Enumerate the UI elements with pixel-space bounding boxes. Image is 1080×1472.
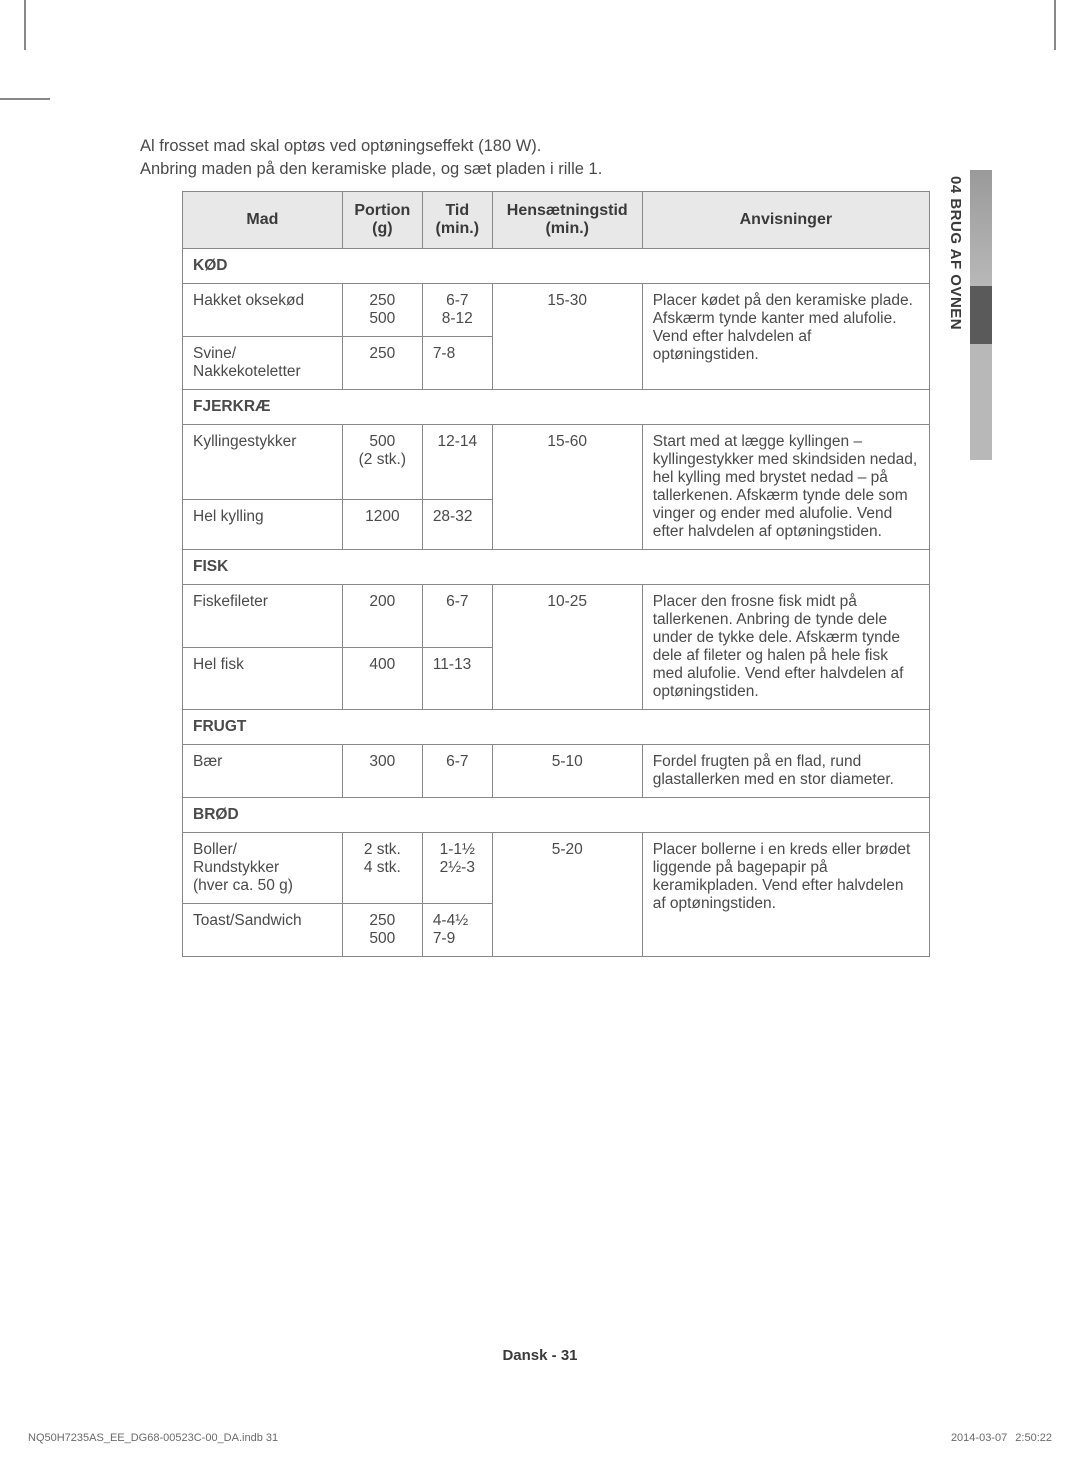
footer-file-path: NQ50H7235AS_EE_DG68-00523C-00_DA.indb 31 — [28, 1432, 278, 1444]
table-row: Boller/Rundstykker(hver ca. 50 g) 2 stk.… — [183, 833, 930, 904]
cell-portion: 250500 — [342, 284, 422, 337]
cell-mad: Bær — [183, 745, 343, 798]
header-hens: Hensætningstid(min.) — [492, 192, 642, 249]
cell-mad: Hakket oksekød — [183, 284, 343, 337]
cell-portion: 200 — [342, 585, 422, 648]
section-fjerkrae: FJERKRÆ — [183, 390, 930, 425]
footer-page-number: Dansk - 31 — [0, 1347, 1080, 1364]
intro-line2: Anbring maden på den keramiske plade, og… — [140, 160, 602, 178]
section-frugt: FRUGT — [183, 710, 930, 745]
footer-date: 2014-03-07 — [951, 1432, 1007, 1444]
header-anv: Anvisninger — [642, 192, 929, 249]
table-row: Hakket oksekød 250500 6-78-12 15-30 Plac… — [183, 284, 930, 337]
cell-portion: 250500 — [342, 904, 422, 957]
header-portion: Portion(g) — [342, 192, 422, 249]
cell-tid: 6-7 — [422, 585, 492, 648]
crop-mark — [0, 98, 50, 100]
cell-mad: Toast/Sandwich — [183, 904, 343, 957]
defrost-table: Mad Portion(g) Tid(min.) Hensætningstid(… — [182, 191, 930, 957]
cell-portion: 400 — [342, 647, 422, 710]
cell-anv: Placer kødet på den keramiske plade. Afs… — [642, 284, 929, 390]
cell-mad: Hel fisk — [183, 647, 343, 710]
footer-time: 2:50:22 — [1015, 1432, 1052, 1444]
cell-hens: 5-20 — [492, 833, 642, 957]
cell-mad: Svine/Nakkekoteletter — [183, 337, 343, 390]
intro-paragraph: Al frosset mad skal optøs ved optøningse… — [140, 135, 930, 181]
cell-tid: 7-8 — [422, 337, 492, 390]
cell-portion: 1200 — [342, 500, 422, 550]
section-fisk: FISK — [183, 550, 930, 585]
cell-hens: 10-25 — [492, 585, 642, 710]
section-label: BRØD — [183, 798, 930, 833]
side-tab: 04 BRUG AF OVNEN — [943, 170, 992, 460]
footer-timestamp: 2014-03-07 2:50:22 — [951, 1432, 1052, 1444]
section-brod: BRØD — [183, 798, 930, 833]
cell-tid: 28-32 — [422, 500, 492, 550]
cell-mad: Kyllingestykker — [183, 425, 343, 500]
header-tid: Tid(min.) — [422, 192, 492, 249]
cell-portion: 250 — [342, 337, 422, 390]
cell-hens: 15-30 — [492, 284, 642, 390]
section-label: KØD — [183, 249, 930, 284]
crop-mark — [1054, 0, 1056, 50]
cell-anv: Fordel frugten på en flad, rund glastall… — [642, 745, 929, 798]
section-kod: KØD — [183, 249, 930, 284]
cell-hens: 5-10 — [492, 745, 642, 798]
cell-tid: 11-13 — [422, 647, 492, 710]
page-content: Al frosset mad skal optøs ved optøningse… — [140, 135, 930, 957]
section-label: FJERKRÆ — [183, 390, 930, 425]
cell-portion: 300 — [342, 745, 422, 798]
table-row: Kyllingestykker 500(2 stk.) 12-14 15-60 … — [183, 425, 930, 500]
cell-tid: 6-7 — [422, 745, 492, 798]
cell-portion: 2 stk.4 stk. — [342, 833, 422, 904]
cell-mad: Hel kylling — [183, 500, 343, 550]
cell-tid: 12-14 — [422, 425, 492, 500]
cell-mad: Fiskefileter — [183, 585, 343, 648]
cell-mad: Boller/Rundstykker(hver ca. 50 g) — [183, 833, 343, 904]
intro-line1: Al frosset mad skal optøs ved optøningse… — [140, 137, 541, 155]
cell-tid: 1-1½2½-3 — [422, 833, 492, 904]
table-row: Bær 300 6-7 5-10 Fordel frugten på en fl… — [183, 745, 930, 798]
section-label: FISK — [183, 550, 930, 585]
table-row: Fiskefileter 200 6-7 10-25 Placer den fr… — [183, 585, 930, 648]
cell-anv: Placer den frosne fisk midt på tallerken… — [642, 585, 929, 710]
cell-anv: Placer bollerne i en kreds eller brødet … — [642, 833, 929, 957]
crop-mark — [24, 0, 26, 50]
side-tab-label: 04 BRUG AF OVNEN — [943, 170, 968, 460]
side-tab-bar — [970, 170, 992, 460]
cell-anv: Start med at lægge kyllingen – kyllinges… — [642, 425, 929, 550]
cell-tid: 4-4½7-9 — [422, 904, 492, 957]
header-mad: Mad — [183, 192, 343, 249]
cell-tid: 6-78-12 — [422, 284, 492, 337]
section-label: FRUGT — [183, 710, 930, 745]
cell-portion: 500(2 stk.) — [342, 425, 422, 500]
cell-hens: 15-60 — [492, 425, 642, 550]
